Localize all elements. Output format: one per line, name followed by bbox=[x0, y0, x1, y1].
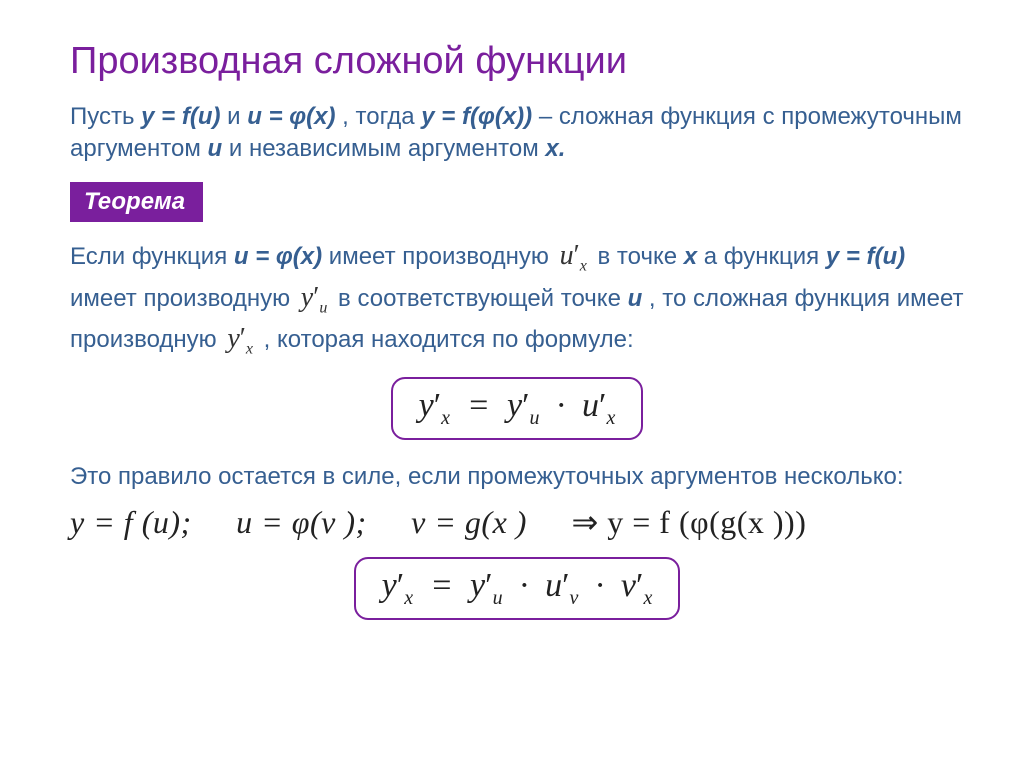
text: Если функция bbox=[70, 243, 234, 270]
expr-uprime-x: u′x bbox=[556, 240, 591, 271]
chain-equations: y = f (u); u = φ(v ); v = g(x ) ⇒ y = f … bbox=[70, 503, 964, 541]
text: в соответствующей точке bbox=[338, 285, 628, 312]
text: и bbox=[227, 103, 247, 130]
text: , которая находится по формуле: bbox=[264, 326, 634, 353]
expr-yprime-u: y′u bbox=[297, 282, 332, 313]
var-x: x. bbox=[545, 135, 565, 162]
formula-main: y′x = y′u · u′x bbox=[391, 377, 644, 440]
note-paragraph: Это правило остается в силе, если промеж… bbox=[70, 460, 964, 495]
chain-a: y = f (u); bbox=[70, 504, 192, 540]
var-u: u bbox=[208, 135, 223, 162]
expr-y-fu: y = f(u) bbox=[826, 243, 905, 270]
expr-y-fphix: y = f(φ(x)) bbox=[421, 103, 532, 130]
chain-b: u = φ(v ); bbox=[236, 504, 366, 540]
text: и независимым аргументом bbox=[229, 135, 546, 162]
slide-title: Производная сложной функции bbox=[70, 40, 964, 83]
expr-u-phix: u = φ(x) bbox=[234, 243, 322, 270]
text: Пусть bbox=[70, 103, 141, 130]
expr-u-phix: u = φ(x) bbox=[247, 103, 335, 130]
formula-chain: y′x = y′u · u′v · v′x bbox=[354, 557, 681, 620]
var-u: u bbox=[628, 285, 643, 312]
expr-yprime-x: y′x bbox=[223, 323, 257, 354]
expr-y-fu: y = f(u) bbox=[141, 103, 220, 130]
text: а функция bbox=[704, 243, 826, 270]
var-x: x bbox=[684, 243, 697, 270]
text: имеет производную bbox=[329, 243, 556, 270]
text: имеет производную bbox=[70, 285, 297, 312]
text: , тогда bbox=[342, 103, 421, 130]
theorem-badge: Теорема bbox=[70, 182, 203, 222]
text: в точке bbox=[597, 243, 683, 270]
implies-icon: ⇒ y = f (φ(g(x ))) bbox=[571, 504, 806, 540]
intro-paragraph: Пусть y = f(u) и u = φ(x) , тогда y = f(… bbox=[70, 101, 964, 166]
chain-c: v = g(x ) bbox=[411, 504, 527, 540]
theorem-paragraph: Если функция u = φ(x) имеет производную … bbox=[70, 236, 964, 361]
